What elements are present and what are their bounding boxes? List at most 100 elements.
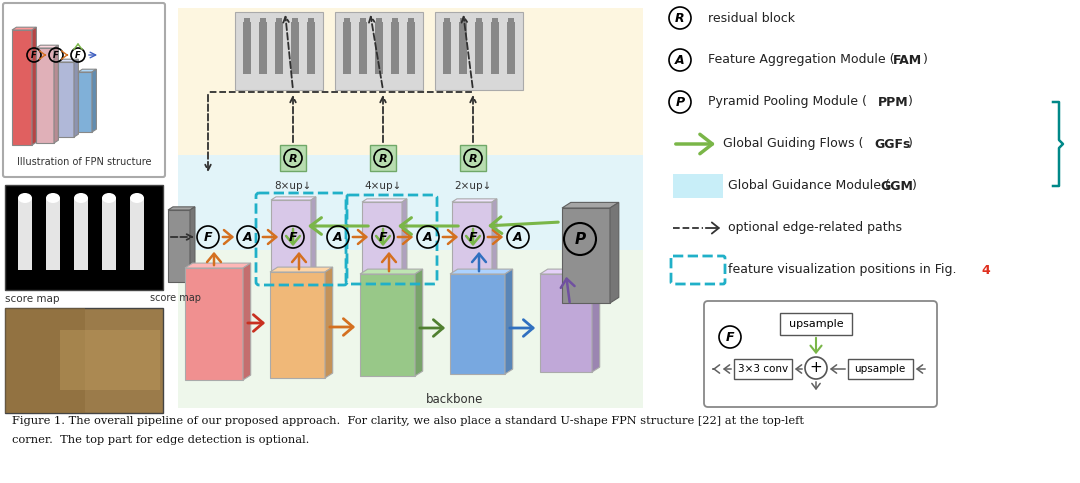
Text: ): ) [912, 180, 917, 193]
Bar [307, 22, 315, 74]
FancyBboxPatch shape [3, 3, 165, 177]
Bar [18, 198, 32, 270]
Text: F: F [31, 51, 37, 60]
Bar [260, 18, 266, 26]
Bar [435, 12, 523, 90]
Bar [178, 8, 643, 176]
Text: 3×3 conv: 3×3 conv [738, 364, 788, 374]
Text: PPM: PPM [878, 96, 908, 109]
Text: GGM: GGM [880, 180, 913, 193]
Bar [359, 22, 367, 74]
Text: optional edge-related paths: optional edge-related paths [728, 222, 902, 235]
Text: score map: score map [149, 293, 201, 303]
Text: A: A [243, 231, 253, 244]
Text: 8×up↓: 8×up↓ [274, 181, 312, 191]
Text: R: R [469, 154, 477, 164]
Bar [292, 18, 298, 26]
Polygon shape [168, 207, 195, 210]
Polygon shape [92, 69, 96, 132]
Bar [345, 18, 350, 26]
Bar [60, 330, 160, 390]
Bar [308, 18, 314, 26]
Ellipse shape [75, 193, 87, 203]
Text: Illustration of FPN structure: Illustration of FPN structure [17, 157, 151, 167]
Ellipse shape [130, 193, 144, 203]
Text: A: A [513, 231, 523, 244]
Text: score map: score map [5, 294, 59, 304]
Text: feature visualization positions in Fig.: feature visualization positions in Fig. [728, 264, 960, 276]
Bar [734, 359, 792, 379]
Polygon shape [75, 59, 79, 137]
Bar [492, 18, 498, 26]
FancyBboxPatch shape [704, 301, 937, 407]
Bar [391, 22, 399, 74]
Bar [280, 145, 306, 171]
Bar [780, 313, 852, 335]
Text: P: P [575, 232, 585, 247]
Polygon shape [270, 272, 325, 378]
Polygon shape [54, 45, 58, 143]
Polygon shape [190, 207, 195, 282]
Bar [130, 198, 144, 270]
Bar [178, 250, 643, 408]
Bar [235, 12, 323, 90]
Polygon shape [12, 30, 32, 145]
Ellipse shape [18, 193, 32, 203]
Polygon shape [78, 72, 92, 132]
Polygon shape [243, 263, 251, 380]
Text: R: R [379, 154, 388, 164]
Text: ): ) [923, 54, 928, 67]
Polygon shape [610, 202, 619, 303]
Polygon shape [540, 269, 599, 274]
Bar [46, 198, 60, 270]
Bar [507, 22, 515, 74]
Text: FAM: FAM [893, 54, 922, 67]
Bar [444, 18, 450, 26]
Text: F: F [726, 331, 734, 344]
Bar [476, 18, 482, 26]
Text: upsample: upsample [854, 364, 906, 374]
Text: Figure 1. The overall pipeline of our proposed approach.  For clarity, we also p: Figure 1. The overall pipeline of our pr… [12, 416, 804, 426]
Text: F: F [288, 231, 297, 244]
Text: P: P [675, 96, 685, 109]
Polygon shape [58, 62, 75, 137]
Text: ): ) [908, 96, 913, 109]
Text: A: A [675, 54, 685, 67]
Bar [5, 308, 85, 413]
Polygon shape [450, 269, 513, 274]
Polygon shape [36, 48, 54, 143]
Bar [275, 22, 283, 74]
Polygon shape [505, 269, 513, 374]
Circle shape [805, 357, 827, 379]
Text: R: R [675, 12, 685, 25]
Text: +: + [810, 360, 822, 375]
Bar [443, 22, 451, 74]
Bar [343, 22, 351, 74]
Bar [673, 174, 723, 198]
Bar [244, 18, 249, 26]
Text: Global Guiding Flows (: Global Guiding Flows ( [723, 138, 863, 151]
Bar [408, 18, 414, 26]
Text: ): ) [908, 138, 913, 151]
Text: F: F [379, 231, 388, 244]
Polygon shape [492, 199, 497, 278]
Bar [360, 18, 366, 26]
Bar [392, 18, 399, 26]
Polygon shape [592, 269, 599, 372]
Polygon shape [271, 200, 311, 278]
Text: GGFs: GGFs [874, 138, 910, 151]
Bar [376, 18, 382, 26]
Text: R: R [288, 154, 297, 164]
Polygon shape [362, 202, 402, 278]
Polygon shape [415, 269, 422, 376]
Polygon shape [562, 208, 610, 303]
Bar [5, 185, 163, 290]
Text: 2×up↓: 2×up↓ [455, 181, 491, 191]
Bar [291, 22, 299, 74]
Bar [370, 145, 396, 171]
Bar [459, 22, 467, 74]
Bar [243, 22, 251, 74]
Polygon shape [36, 45, 58, 48]
Polygon shape [58, 59, 79, 62]
Bar [460, 145, 486, 171]
